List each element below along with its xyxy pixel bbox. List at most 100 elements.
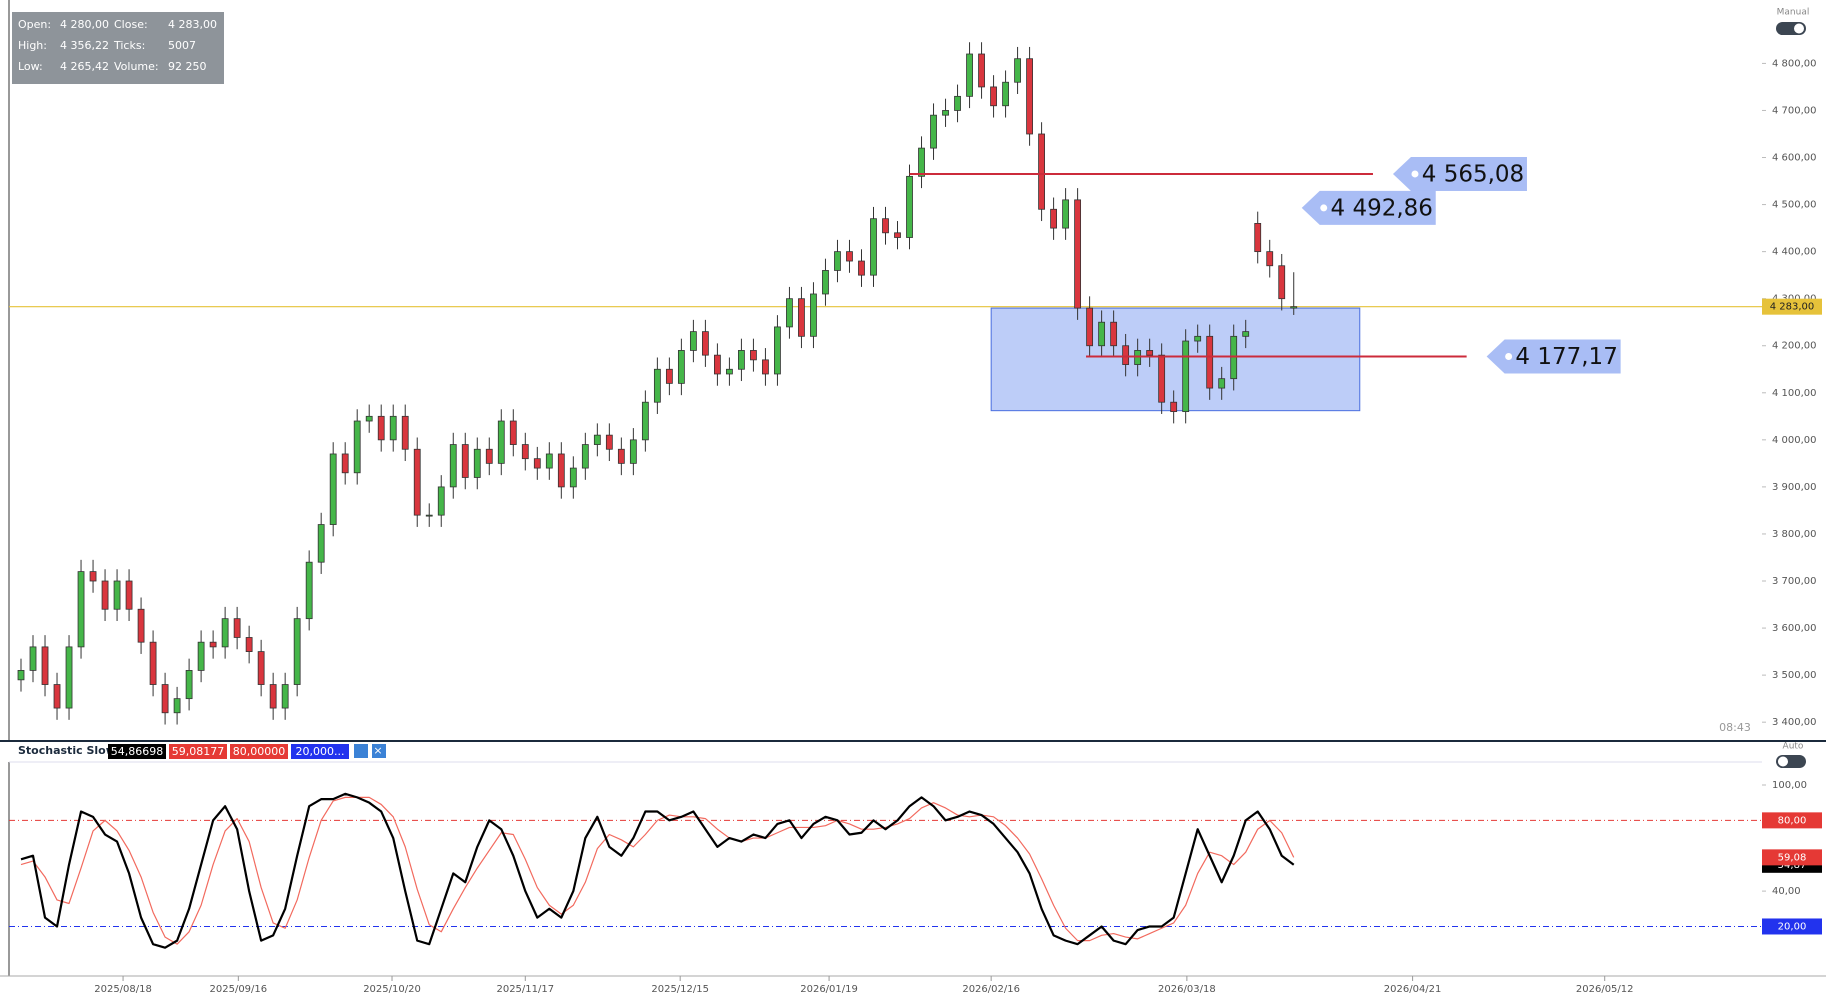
- candle-body: [882, 218, 889, 234]
- candle-body: [101, 580, 109, 610]
- auto-toggle[interactable]: [1776, 755, 1806, 768]
- x-tick-label: 2025/12/15: [651, 984, 709, 995]
- candle-body: [473, 448, 481, 478]
- candle-body: [1086, 307, 1094, 347]
- candle-body: [233, 618, 241, 638]
- candle-body: [641, 401, 649, 441]
- info-text: Ticks:: [113, 39, 145, 52]
- manual-toggle[interactable]: [1776, 22, 1806, 35]
- legend-value-box: [169, 744, 227, 759]
- settings-button[interactable]: [354, 744, 368, 758]
- info-text: 5007: [168, 39, 196, 52]
- level-tag-dot: [1320, 204, 1328, 212]
- legend-value: 54,86698: [111, 745, 164, 758]
- close-button[interactable]: [372, 744, 386, 758]
- candle-body: [53, 684, 61, 709]
- candle-body: [1194, 335, 1202, 342]
- candle-body: [930, 114, 937, 149]
- candle-body: [990, 86, 997, 107]
- legend-value: 80,00000: [233, 745, 286, 758]
- candle-body: [533, 458, 541, 469]
- level-tag: [1486, 339, 1621, 374]
- stochastic-line: [20, 792, 1295, 949]
- last-price-tag: [1762, 298, 1822, 315]
- last-price-label: 4 283,00: [1770, 302, 1815, 313]
- last-value-label: 59,08: [1778, 852, 1807, 863]
- legend-value-box: [291, 744, 349, 759]
- candle-body: [341, 453, 349, 474]
- candle-body: [726, 368, 733, 375]
- candle-body: [173, 698, 181, 714]
- candle-body: [461, 444, 469, 478]
- candle-body: [1110, 321, 1118, 347]
- info-text: 4 265,42: [60, 60, 109, 73]
- candle-body: [629, 439, 637, 464]
- x-tick-label: 2025/11/17: [496, 984, 554, 995]
- candle-body: [1134, 350, 1142, 365]
- candle-body: [1206, 335, 1214, 389]
- level-label: 4 492,86: [1331, 195, 1433, 221]
- candle-body: [1062, 199, 1070, 229]
- candle-body: [750, 350, 757, 361]
- candle-body: [17, 670, 25, 681]
- y-tick-label: 40,00: [1772, 886, 1801, 897]
- x-tick-label: 2025/08/18: [94, 984, 152, 995]
- candle-body: [209, 641, 217, 648]
- candle-body: [449, 444, 457, 488]
- candle-body: [894, 232, 901, 238]
- candle-body: [485, 448, 493, 464]
- candle-body: [41, 646, 49, 685]
- candle-body: [1098, 321, 1106, 347]
- candle-body: [1026, 58, 1033, 135]
- y-tick-label: 4 600,00: [1772, 153, 1817, 164]
- candle-body: [161, 684, 169, 714]
- x-tick-label: 2026/03/18: [1158, 984, 1216, 995]
- candle-body: [1290, 306, 1298, 309]
- legend-value: 20,000...: [296, 745, 345, 758]
- y-tick-label: 4 800,00: [1772, 58, 1817, 69]
- candle-body: [437, 486, 445, 516]
- candle-body: [509, 420, 517, 445]
- legend-value-box: [108, 744, 166, 759]
- candle-body: [846, 251, 853, 262]
- x-tick-label: 2025/09/16: [210, 984, 268, 995]
- candle-body: [149, 641, 157, 685]
- candle-body: [822, 270, 829, 295]
- x-tick-label: 2026/05/12: [1576, 984, 1634, 995]
- candle-body: [1182, 340, 1190, 413]
- info-text: Volume:: [114, 60, 159, 73]
- candle-body: [1074, 199, 1082, 309]
- candle-body: [1050, 208, 1057, 229]
- candle-body: [281, 684, 289, 709]
- candle-body: [65, 646, 73, 709]
- candle-body: [305, 561, 313, 620]
- candle-body: [185, 670, 193, 700]
- y-tick-label: 3 700,00: [1772, 576, 1817, 587]
- indicator-title: Stochastic Slow: [18, 744, 116, 757]
- candle-body: [125, 580, 133, 610]
- candle-body: [389, 415, 397, 441]
- candle-body: [557, 453, 565, 488]
- candle-body: [858, 260, 865, 276]
- candle-body: [762, 359, 769, 375]
- x-tick-label: 2026/04/21: [1384, 984, 1442, 995]
- level-tag: [1301, 190, 1436, 225]
- candle-body: [257, 651, 265, 685]
- candle-body: [605, 434, 613, 450]
- x-tick-label: 2026/02/16: [962, 984, 1020, 995]
- legend-value-box: [230, 744, 288, 759]
- info-text: 4 283,00: [168, 18, 217, 31]
- candle-body: [377, 415, 385, 441]
- zone: [990, 307, 1361, 412]
- info-text: 4 280,00: [60, 18, 109, 31]
- candle-body: [197, 641, 205, 671]
- candle-body: [1170, 401, 1178, 413]
- level-label: 4 177,17: [1515, 344, 1617, 370]
- last-value-tag: [1762, 849, 1822, 866]
- legend-value: 59,08177: [172, 745, 225, 758]
- candle-body: [29, 646, 37, 671]
- candle-body: [918, 147, 925, 177]
- candle-body: [942, 110, 949, 116]
